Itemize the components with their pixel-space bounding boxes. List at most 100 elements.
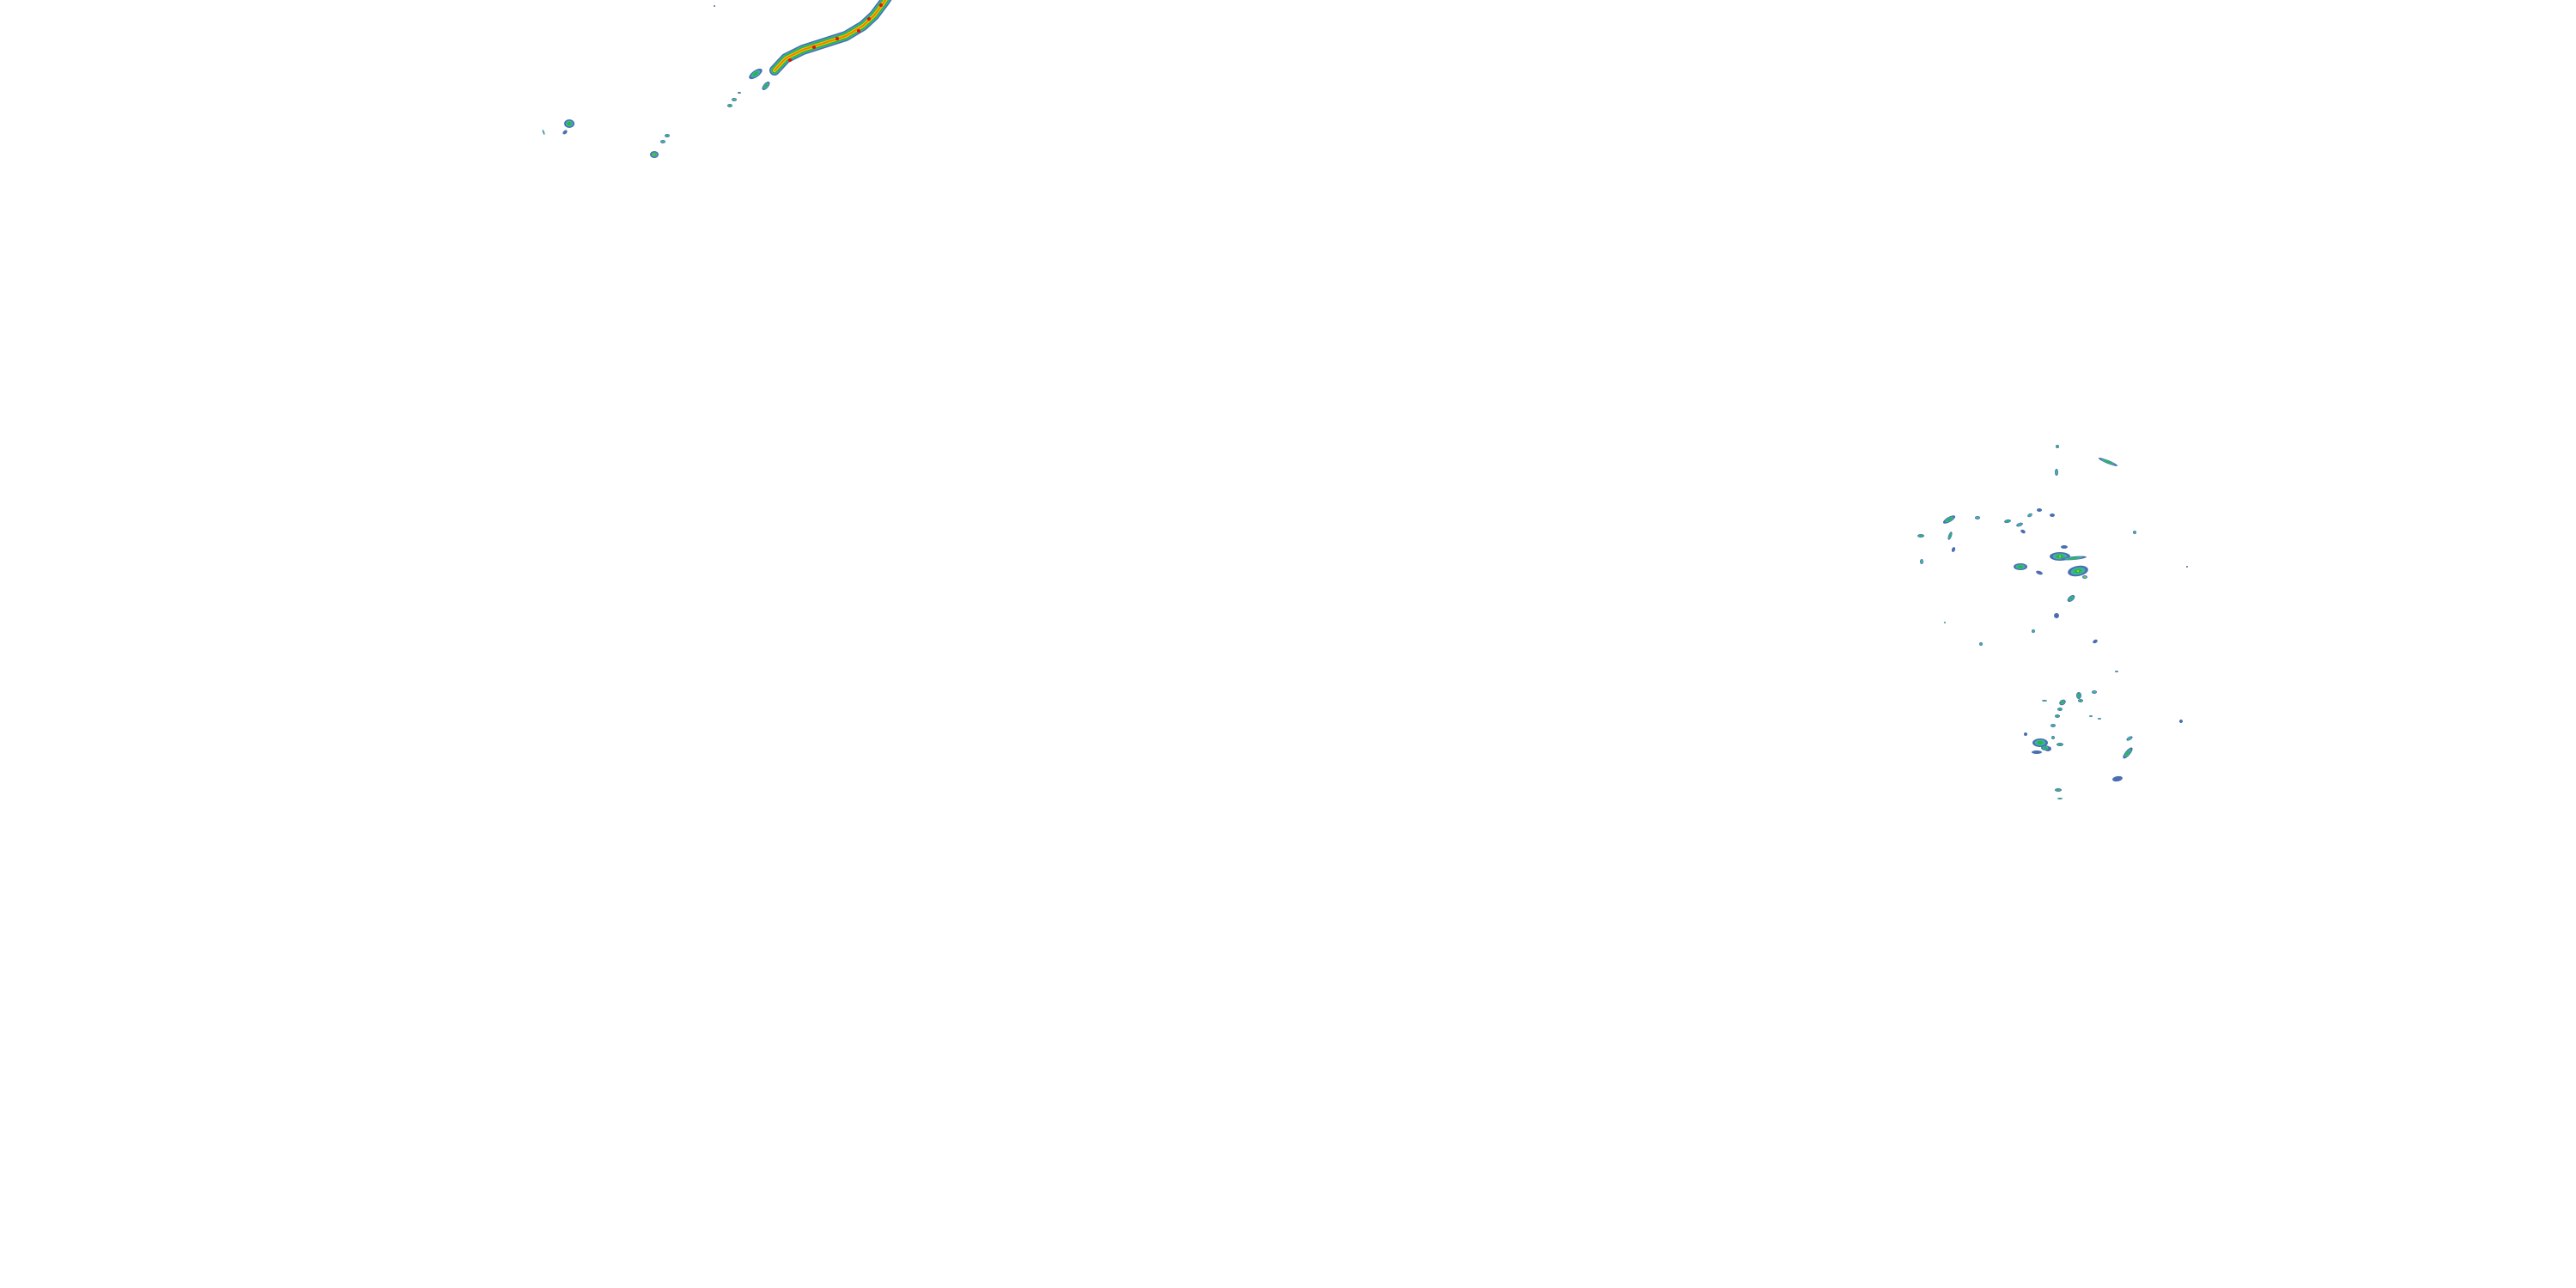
cell-band (2017, 565, 2024, 568)
radar-cell (1944, 622, 1946, 623)
radar-cell (2055, 714, 2060, 718)
radar-cell (2067, 595, 2075, 602)
radar-cell (2112, 775, 2123, 782)
cell-band (2076, 570, 2080, 572)
cell-band (2069, 597, 2073, 600)
cell-band (2069, 557, 2079, 559)
cell-band (2093, 639, 2098, 644)
cell-band (2186, 566, 2188, 568)
radar-cell (2032, 750, 2042, 754)
radar-cell (1951, 547, 1956, 552)
radar-cell (2082, 575, 2087, 579)
radar-cell (1920, 559, 1923, 564)
intense-core (879, 3, 883, 7)
intense-core (867, 17, 871, 21)
cell-band (752, 71, 759, 76)
intense-core (835, 37, 839, 40)
radar-cell (738, 92, 741, 94)
radar-cell (2042, 700, 2047, 702)
radar-cell (2054, 613, 2059, 618)
cell-band (562, 130, 568, 135)
radar-cell (564, 119, 574, 128)
radar-cell (2057, 743, 2063, 746)
cell-band (728, 105, 732, 106)
radar-cell (2057, 798, 2063, 799)
radar-cell (749, 68, 762, 80)
cell-band (2056, 715, 2059, 717)
cell-band (1951, 547, 1956, 552)
radar-cell (2126, 736, 2133, 741)
intense-core (857, 29, 860, 33)
radar-cell (1942, 515, 1956, 524)
radar-cell (2057, 708, 2063, 711)
cell-band (1944, 622, 1946, 623)
cell-band (665, 135, 669, 137)
radar-cells (542, 5, 2188, 799)
cell-band (2017, 523, 2022, 526)
cell-band (2079, 700, 2082, 702)
cell-band (2006, 520, 2009, 522)
radar-cell (562, 130, 568, 135)
radar-cell (2123, 747, 2133, 759)
radar-cell (727, 104, 732, 107)
cell-band (2125, 750, 2130, 756)
radar-cell (2032, 629, 2035, 633)
radar-cell (2051, 736, 2055, 739)
cell-band (1920, 559, 1923, 564)
cell-band (2037, 741, 2044, 744)
radar-cell (2024, 732, 2027, 736)
cell-band (2020, 529, 2026, 534)
cell-band (567, 122, 572, 125)
radar-cell (2059, 699, 2066, 706)
radar-cell (1947, 532, 1953, 540)
cell-band (2061, 701, 2064, 704)
radar-cell (2055, 788, 2062, 792)
cell-band (2043, 700, 2046, 702)
cell-band (2058, 744, 2062, 745)
cell-band (2104, 460, 2112, 464)
cell-band (1947, 518, 1952, 521)
cell-band (1975, 516, 1980, 519)
intense-core (812, 46, 816, 49)
radar-cell (2014, 563, 2027, 570)
cell-band (2050, 513, 2055, 517)
radar-cell (732, 98, 737, 101)
cell-band (2061, 545, 2068, 549)
radar-cell (2056, 445, 2059, 448)
cell-band (2058, 556, 2062, 557)
cell-band (2024, 732, 2027, 736)
cell-band (660, 140, 665, 143)
radar-cell (2092, 690, 2097, 694)
cell-band (2032, 750, 2042, 754)
cell-band (1979, 642, 1983, 646)
radar-cell (2115, 671, 2118, 672)
radar-cell (2186, 566, 2188, 568)
cell-band (2058, 708, 2062, 710)
cell-band (738, 92, 741, 94)
cell-band (2037, 508, 2042, 512)
radar-cell (2068, 565, 2088, 577)
radar-cell (2020, 529, 2026, 534)
radar-cell (2093, 639, 2098, 644)
cell-band (732, 98, 737, 101)
radar-cell (2061, 545, 2068, 549)
cell-band (2028, 513, 2032, 517)
radar-cell (2055, 469, 2058, 476)
cell-band (2092, 690, 2097, 694)
radar-cell (650, 151, 659, 158)
cell-band (542, 131, 545, 134)
radar-cell (2179, 720, 2183, 723)
intense-core (788, 58, 792, 62)
cell-band (2057, 789, 2060, 791)
radar-cell (2050, 513, 2055, 517)
radar-cell (2037, 508, 2042, 512)
radar-cell (2133, 531, 2136, 534)
radar-cell (1917, 534, 1924, 538)
radar-cell (665, 134, 670, 137)
radar-cell (2032, 738, 2048, 747)
radar-cell (2041, 745, 2050, 750)
cell-band (714, 5, 715, 7)
radar-cell (762, 82, 770, 90)
radar-cell (2050, 724, 2056, 727)
cell-band (2050, 724, 2056, 727)
